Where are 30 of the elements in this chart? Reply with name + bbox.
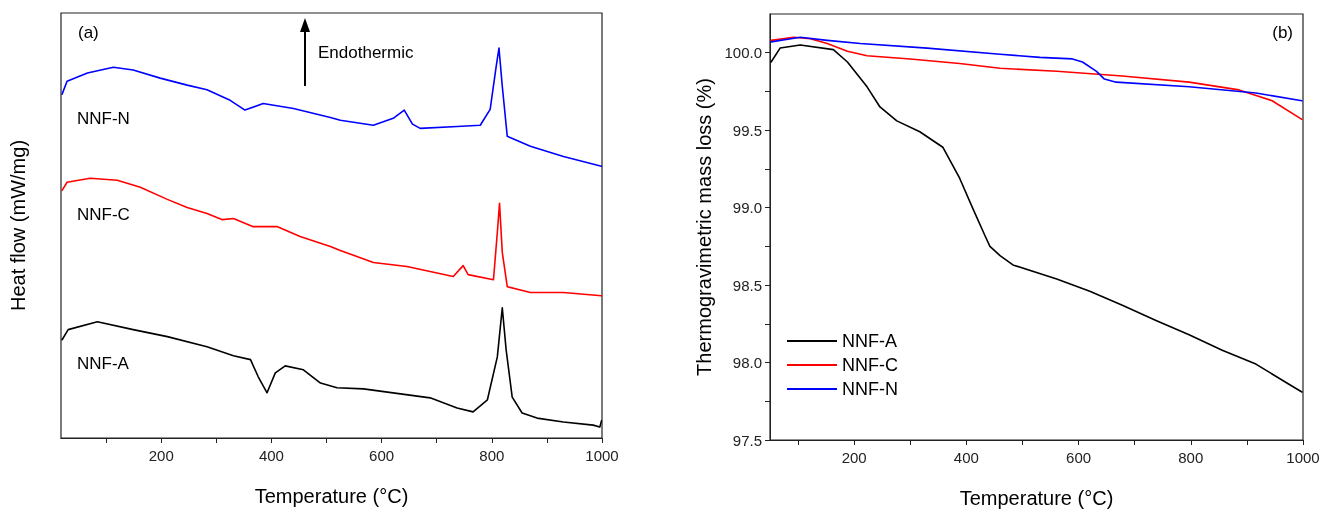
x-tick-label: 1000 [585,447,619,464]
y-tick-label: 99.0 [732,199,762,217]
annotation: Endothermic [318,42,414,62]
x-tick-label: 800 [479,447,505,464]
text: (a) [78,22,99,42]
x-tick-label: 600 [1066,449,1092,466]
line-series [770,44,1303,393]
y-axis-title: Heat flow (mW/mg) [7,139,29,312]
x-tick-label: 800 [1178,449,1204,466]
y-tick-label: 97.5 [732,431,762,449]
x-tick-label: 200 [148,447,174,464]
legend-label: NNF-N [842,379,898,399]
x-tick-label: 1000 [1286,449,1320,466]
y-axis-title: Thermogravimetric mass loss (%) [692,78,715,376]
x-axis-title: Temperature (°C) [959,487,1114,509]
x-axis-title: Temperature (°C) [254,485,409,507]
y-tick-label: 98.0 [732,354,762,372]
series-label: NNF-C [77,204,130,224]
y-tick-label: 98.5 [732,276,762,294]
x-tick-label: 400 [953,449,979,466]
x-tick-label: 600 [369,447,395,464]
x-tick-label: 400 [258,447,284,464]
x-tick-label: 200 [841,449,867,466]
y-tick-label: 99.5 [732,121,762,139]
y-tick-label: 100.0 [724,44,762,62]
annotation: (b) [1272,22,1293,42]
legend-label: NNF-C [842,355,898,375]
legend-label: NNF-A [842,331,897,351]
series-label: NNF-N [77,108,130,128]
series-label: NNF-A [77,354,130,374]
